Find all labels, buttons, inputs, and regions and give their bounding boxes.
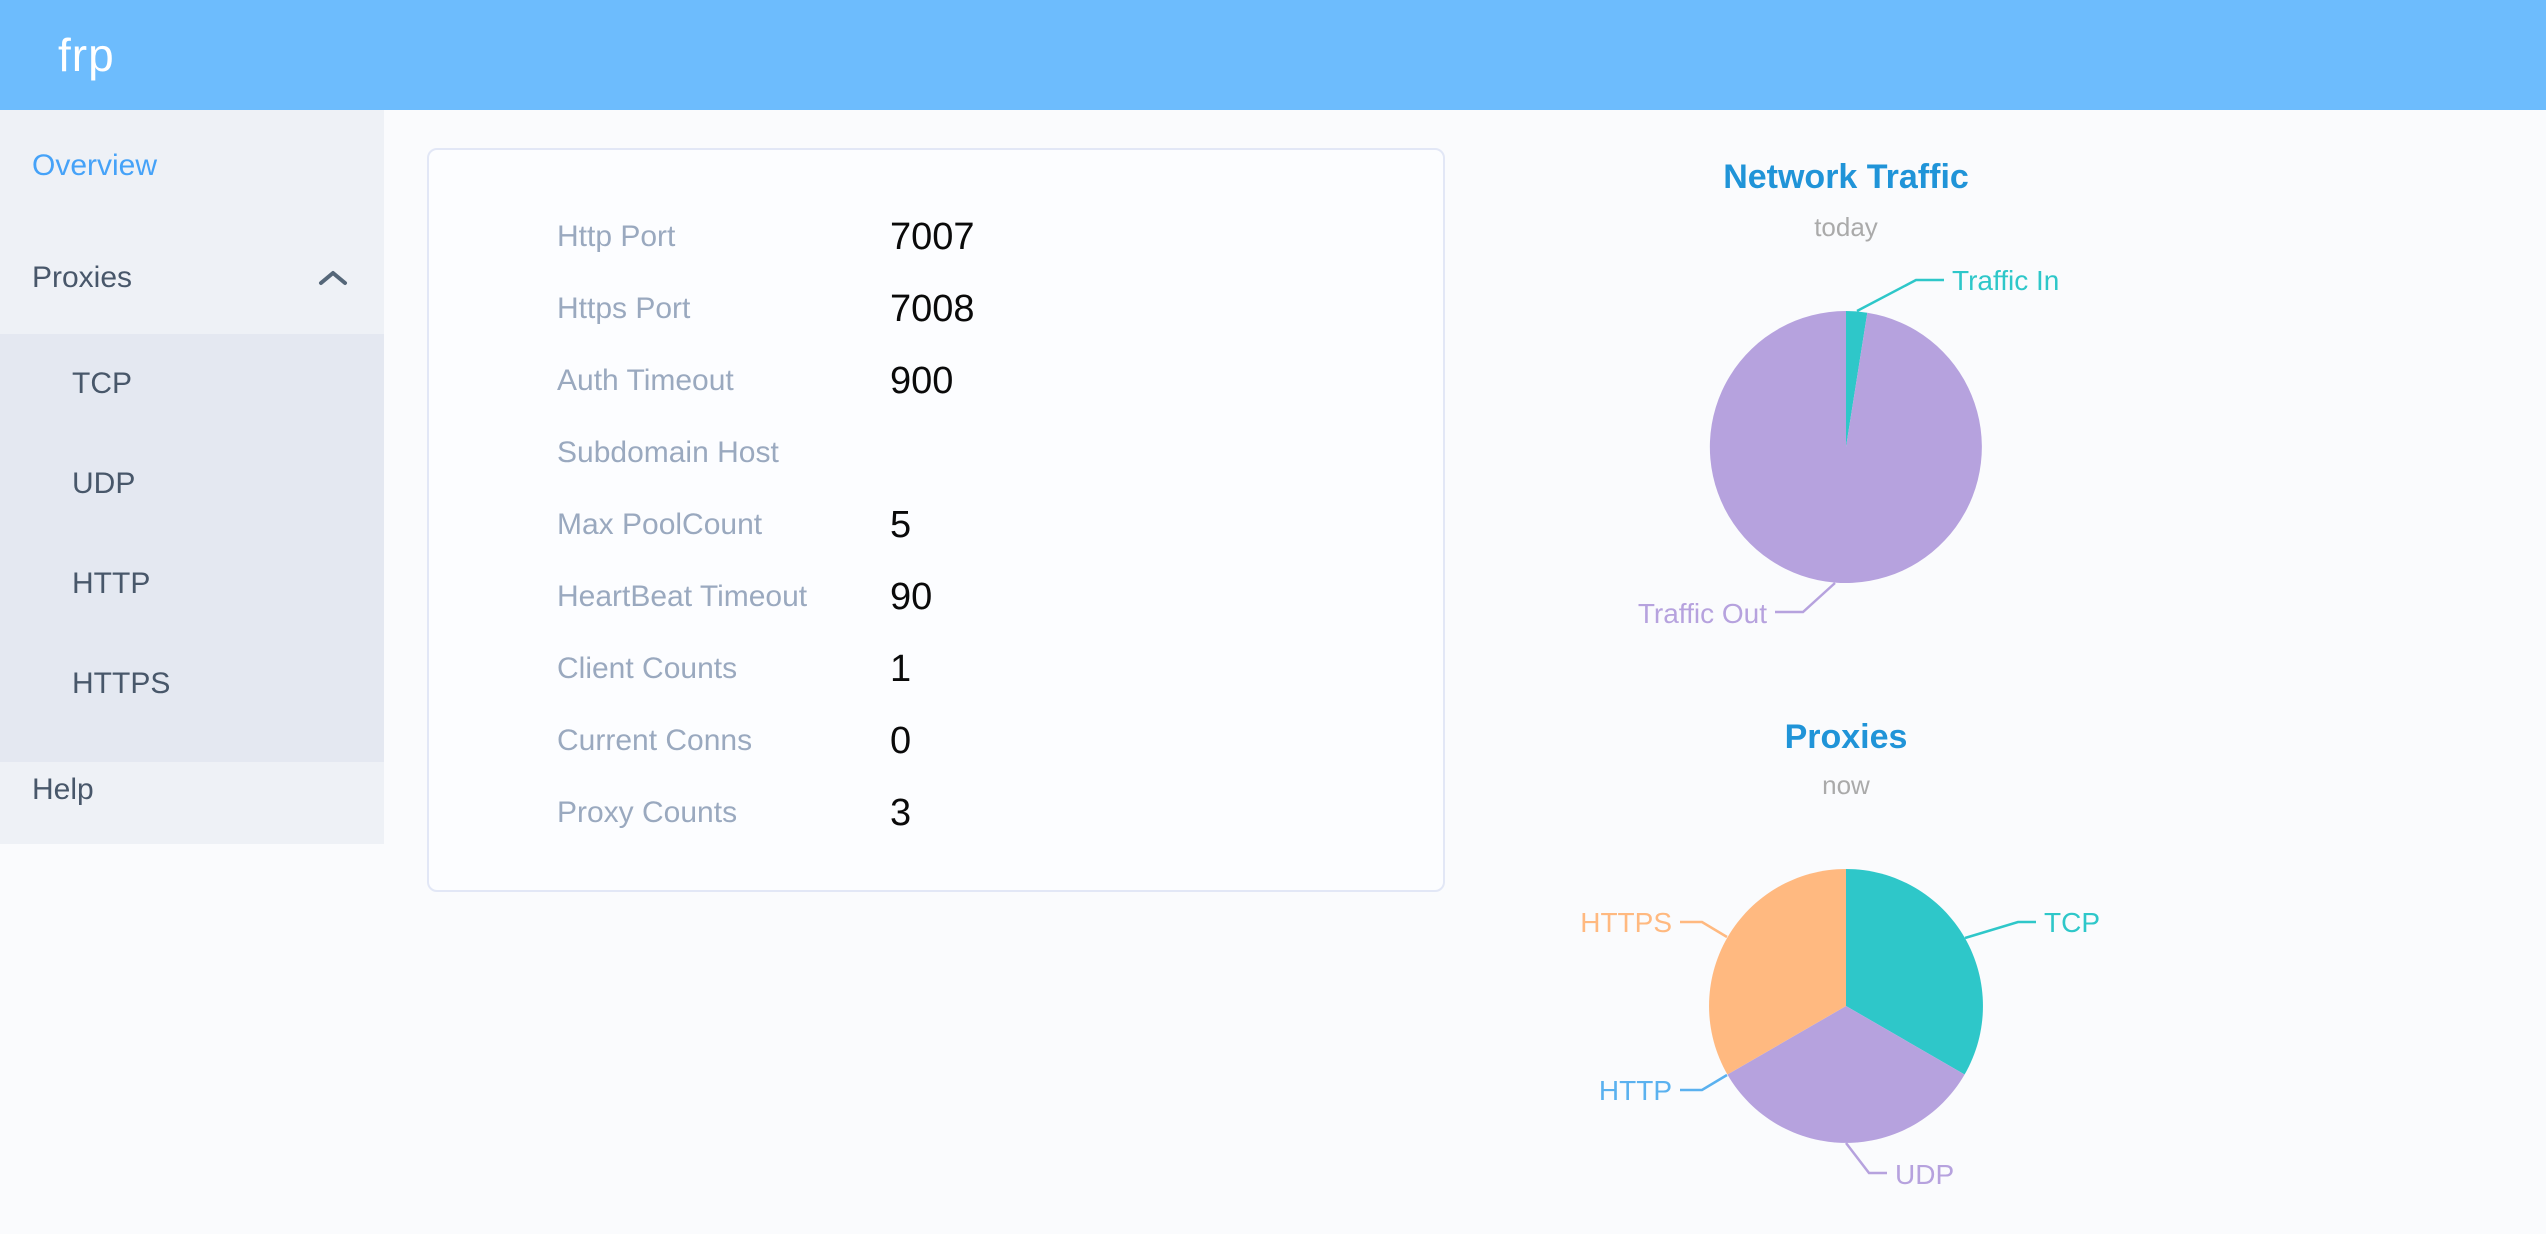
pie-label-line-tcp [1964, 920, 2036, 940]
server-info-card: Http Port 7007 Https Port 7008 Auth Timeout 9… [427, 148, 1445, 892]
network-traffic-chart-title: Network Traffic [1723, 158, 1969, 196]
proxies-chart-title: Proxies [1785, 718, 1908, 756]
pie-label-tcp: TCP [2044, 907, 2100, 938]
header-bar: frp [0, 0, 2546, 110]
sidebar-item-help[interactable]: Help [32, 773, 94, 806]
config-row-value: 5 [890, 503, 912, 546]
config-row-value: 1 [890, 647, 912, 690]
pie-label-https: HTTPS [1580, 907, 1672, 938]
proxies-pie: TCP UDP HTTP HTTPS [1580, 869, 2100, 1190]
pie-label-udp: UDP [1895, 1159, 1954, 1190]
sidebar-item-proxies-label: Proxies [32, 261, 133, 294]
config-row-value: 90 [890, 575, 933, 618]
config-row-label: Https Port [557, 292, 691, 325]
sidebar-item-tcp[interactable]: TCP [72, 367, 132, 400]
config-row-value: 7008 [890, 287, 975, 330]
pie-label-traffic-out: Traffic Out [1638, 598, 1767, 629]
pie-slice-https[interactable] [1709, 869, 1846, 1075]
config-row: Https Port 7008 [429, 273, 1443, 345]
config-row-value: 7007 [890, 215, 975, 258]
pie-label-line-traffic-in [1856, 278, 1944, 313]
config-row: Subdomain Host [429, 417, 1443, 489]
config-row-label: HeartBeat Timeout [557, 580, 808, 613]
pie-label-line-traffic-out [1775, 582, 1836, 614]
network-traffic-chart-subtitle: today [1814, 212, 1878, 242]
config-row-label: Client Counts [557, 652, 738, 685]
config-row-label: Auth Timeout [557, 364, 734, 397]
config-row-value: 900 [890, 359, 954, 402]
pie-slice-traffic-out[interactable] [1709, 310, 1982, 583]
config-row: Client Counts 1 [429, 633, 1443, 705]
pie-label-line-udp [1845, 1142, 1887, 1175]
pie-slice-tcp[interactable] [1846, 869, 1983, 1075]
sidebar-item-proxies[interactable]: Proxies [0, 222, 384, 334]
config-row: Auth Timeout 900 [429, 345, 1443, 417]
config-row-label: Http Port [557, 220, 676, 253]
proxies-submenu: TCP UDP HTTP HTTPS [0, 334, 384, 762]
sidebar-item-https[interactable]: HTTPS [72, 667, 171, 700]
pie-label-line-http [1680, 1073, 1728, 1092]
sidebar-item-overview[interactable]: Overview [32, 149, 158, 182]
config-row-label: Max PoolCount [557, 508, 763, 541]
config-row-value: 3 [890, 791, 912, 834]
sidebar-item-udp[interactable]: UDP [72, 467, 136, 500]
config-row: Http Port 7007 [429, 201, 1443, 273]
config-row: HeartBeat Timeout 90 [429, 561, 1443, 633]
server-info-rows: Http Port 7007 Https Port 7008 Auth Timeout 9… [429, 201, 1443, 849]
config-row-label: Subdomain Host [557, 436, 779, 469]
config-row: Current Conns 0 [429, 705, 1443, 777]
pie-label-http: HTTP [1599, 1075, 1672, 1106]
pie-label-line-https [1680, 920, 1728, 939]
proxies-chart-subtitle: now [1822, 770, 1870, 800]
sidebar-item-http[interactable]: HTTP [72, 567, 151, 600]
chevron-up-icon[interactable] [318, 270, 348, 286]
config-row-label: Proxy Counts [557, 796, 738, 829]
pie-slice-traffic-in[interactable] [1846, 311, 1868, 447]
config-row-label: Current Conns [557, 724, 753, 757]
config-row-value: 0 [890, 719, 912, 762]
config-row: Proxy Counts 3 [429, 777, 1443, 849]
config-row: Max PoolCount 5 [429, 489, 1443, 561]
app-logo: frp [58, 29, 115, 81]
network-traffic-pie: Traffic In Traffic Out [1638, 265, 2060, 629]
pie-slice-udp[interactable] [1727, 1006, 1965, 1143]
pie-label-traffic-in: Traffic In [1952, 265, 2059, 296]
sidebar: Overview Proxies TCP UDP HTTP HTTPS Help [0, 110, 384, 844]
